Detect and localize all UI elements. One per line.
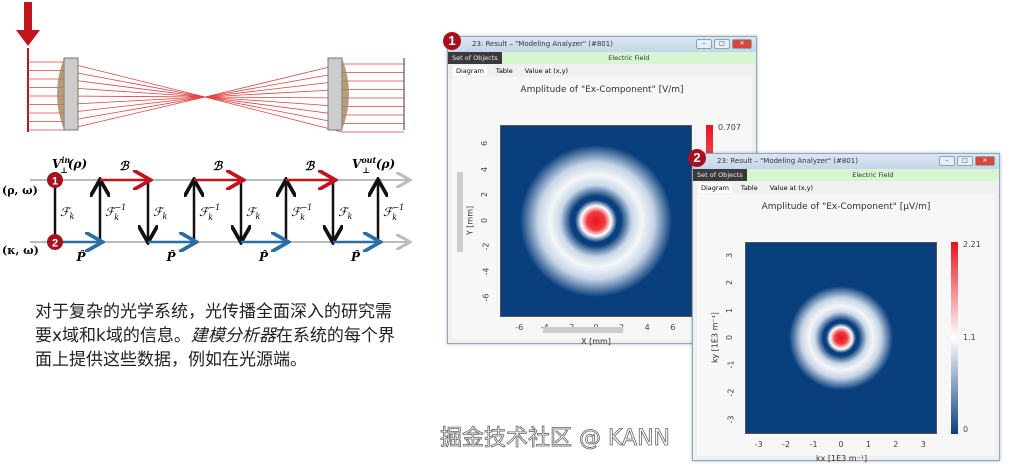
window-title-bar[interactable]: 23: Result – "Modeling Analyzer" (#801) … (693, 154, 999, 169)
watermark: 掘金技术社区 @ KANN (440, 426, 671, 452)
fourier-label: ℱk (60, 205, 74, 221)
diagram-pane: Amplitude of "Ex-Component" [μV/m] -3 -2 -1… (697, 194, 995, 463)
y-axis-label: ky [1E3 m⁻¹] (710, 312, 720, 363)
field-label: Electric Field (746, 169, 999, 181)
y-tick-label: 2 (725, 280, 735, 286)
space-domain-label: (ρ, ω) (2, 184, 38, 197)
operator-p-label: P̂ (165, 249, 176, 264)
x-tick-label: -3 (754, 440, 763, 449)
lens-left (57, 57, 79, 131)
v-out-label: Vout ⊥ (ρ) (352, 155, 395, 175)
x-tick-label: 6 (670, 323, 676, 332)
x-axis-label: kx [1E3 m⁻¹] (816, 454, 868, 463)
y-tick-label: -6 (481, 293, 491, 302)
x-tick-label: -1 (809, 440, 818, 449)
x-tick-label: 2 (893, 440, 899, 449)
badge-window-2: 2 (688, 149, 706, 167)
y-tick-label: 1 (725, 307, 735, 313)
operator-p-label: P̂ (258, 249, 269, 264)
k-domain-label: (κ, ω) (2, 244, 39, 257)
y-tick-label: 2 (480, 192, 490, 198)
y-tick-label: -1 (726, 360, 736, 369)
x-tick-label: -6 (515, 323, 524, 332)
maximize-icon[interactable]: □ (714, 39, 730, 49)
maximize-icon[interactable]: □ (957, 156, 973, 166)
x-tick-label: 4 (644, 323, 650, 332)
close-icon[interactable]: ✕ (975, 156, 995, 166)
y-tick-label: 0 (725, 334, 735, 341)
field-label: Electric Field (501, 52, 756, 64)
y-axis-label: Y [mm] (465, 205, 475, 236)
tab-table[interactable]: Table (495, 67, 513, 75)
fourier-label: ℱk (246, 205, 260, 221)
modeling-analyzer-window-k-domain: 23: Result – "Modeling Analyzer" (#801) … (692, 153, 1000, 463)
v-in-label: Vin ⊥(ρ) (52, 155, 87, 175)
x-tick-label: 3 (920, 440, 926, 449)
operator-p-label: P̂ (75, 249, 86, 264)
source-arrow-icon (16, 2, 40, 46)
minimize-icon[interactable]: – (696, 39, 712, 49)
operator-b-label: ℬ (305, 159, 316, 173)
colorbar-min-label: 0 (963, 425, 969, 434)
y-tick-label: 6 (480, 141, 490, 147)
colorbar-max-label: 2.21 (963, 240, 981, 249)
modeling-analyzer-window-x-domain: 23: Result – "Modeling Analyzer" (#801) … (447, 36, 757, 346)
y-tick-label: -4 (481, 267, 491, 276)
tab-diagram[interactable]: Diagram (453, 66, 487, 76)
horizontal-scrollbar[interactable] (543, 327, 623, 333)
close-icon[interactable]: ✕ (732, 39, 752, 49)
minimize-icon[interactable]: – (939, 156, 955, 166)
inverse-fourier-label: ℱ−1 k (383, 203, 404, 222)
inverse-fourier-label: ℱ−1 k (291, 203, 312, 222)
y-tick-label: -2 (481, 242, 491, 251)
light-rays (28, 61, 404, 133)
light-ray (28, 63, 404, 131)
svg-text:2: 2 (52, 238, 58, 250)
colorbar (951, 242, 958, 434)
heatmap-plot[interactable] (500, 125, 692, 317)
plot-title: Amplitude of "Ex-Component" [V/m] (520, 85, 684, 95)
inverse-fourier-label: ℱ−1 k (105, 203, 126, 222)
y-tick-label: 0 (480, 217, 490, 224)
x-tick-label: 0 (838, 440, 844, 449)
optical-system-schematic (16, 2, 405, 133)
tab-value-at-xy[interactable]: Value at (x,y) (769, 184, 814, 192)
svg-text:1: 1 (52, 176, 58, 188)
lens-right (327, 57, 349, 131)
tab-table[interactable]: Table (740, 184, 758, 192)
inverse-fourier-label: ℱ−1 k (199, 203, 220, 222)
fourier-label: ℱk (338, 205, 352, 221)
window-title-bar[interactable]: 23: Result – "Modeling Analyzer" (#801) … (448, 37, 756, 52)
y-tick-label: 4 (480, 166, 490, 172)
colorbar-mid-label: 1.1 (963, 333, 976, 342)
plot-title: Amplitude of "Ex-Component" [μV/m] (761, 202, 931, 212)
heatmap-plot[interactable] (745, 242, 937, 434)
y-tick-label: -3 (726, 415, 736, 424)
badge-1: 1 (47, 172, 63, 188)
badge-window-1: 1 (443, 32, 461, 50)
vertical-scrollbar[interactable] (457, 172, 463, 252)
colorbar-max-label: 0.707 (718, 123, 741, 132)
operator-p-label: P̂ (350, 249, 361, 264)
operator-b-label: ℬ (213, 159, 224, 173)
x-axis-label: X [mm] (581, 337, 611, 346)
x-tick-label: -2 (782, 440, 791, 449)
tab-value-at-xy[interactable]: Value at (x,y) (524, 67, 569, 75)
badge-2: 2 (47, 234, 63, 250)
x-tick-label: 1 (865, 440, 871, 449)
y-tick-label: 3 (725, 252, 735, 258)
propagation-flow-diagram: ℱk ℱ−1 k ℱk ℱ−1 k ℱk ℱ−1 k ℱk ℱ−1 k ℬ ℬ ℬ P̂ P̂ P̂ P̂ Vin ⊥… (2, 155, 420, 264)
y-tick-label: -2 (726, 388, 736, 397)
description-text: 对于复杂的光学系统，光传播全面深入的研究需要x域和k域的信息。建模分析器在系统的… (35, 302, 395, 370)
fourier-label: ℱk (153, 205, 167, 221)
set-of-objects-button[interactable]: Set of Objects (448, 52, 502, 64)
set-of-objects-button[interactable]: Set of Objects (693, 169, 747, 181)
tab-diagram[interactable]: Diagram (698, 183, 732, 193)
operator-b-label: ℬ (119, 159, 130, 173)
